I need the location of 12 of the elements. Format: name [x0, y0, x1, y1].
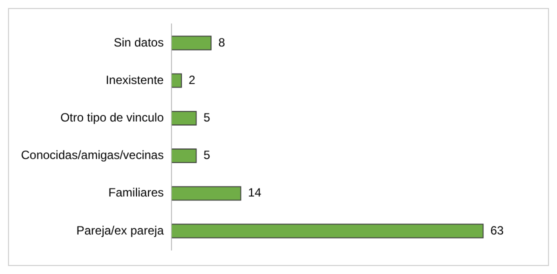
y-tick-label: Pareja/ex pareja [76, 223, 164, 238]
data-label: 8 [218, 35, 226, 50]
data-label: 63 [490, 223, 504, 238]
y-tick-label: Otro tipo de vinculo [60, 110, 164, 125]
y-tick-label: Conocidas/amigas/vecinas [20, 148, 164, 162]
data-label: 14 [248, 186, 262, 200]
data-label: 5 [203, 110, 210, 125]
y-tick-label: Sin datos [114, 35, 164, 50]
y-tick-label: Familiares [108, 186, 164, 200]
data-label: 2 [188, 72, 196, 87]
y-tick-label: Inexistente [106, 72, 164, 87]
data-label: 5 [203, 148, 210, 162]
